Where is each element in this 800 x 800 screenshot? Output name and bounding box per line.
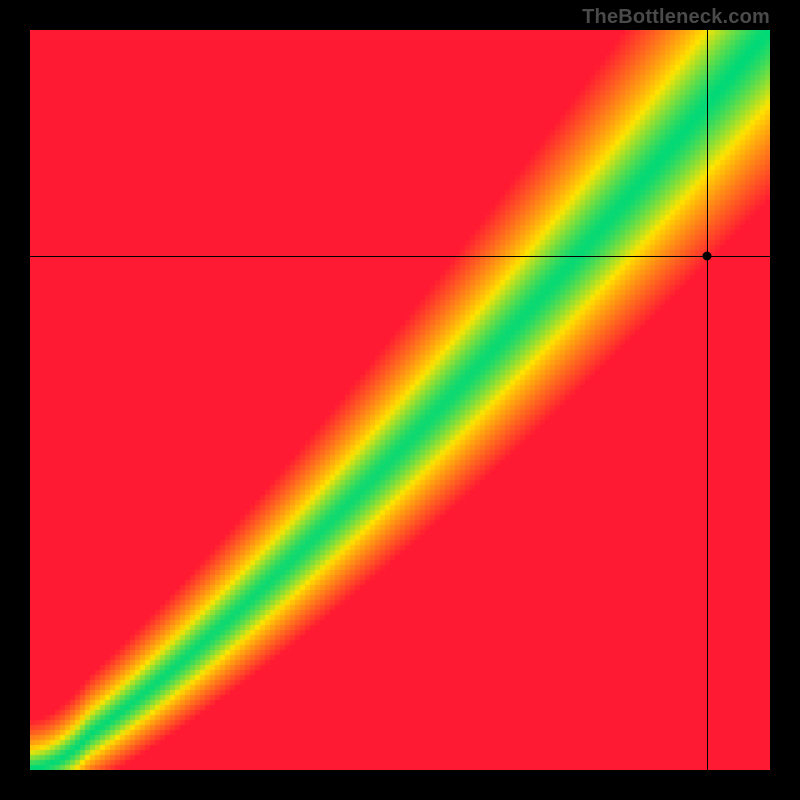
watermark-text: TheBottleneck.com — [582, 6, 770, 29]
crosshair-vertical — [707, 30, 708, 770]
plot-area — [30, 30, 770, 770]
crosshair-horizontal — [30, 256, 770, 257]
chart-container: TheBottleneck.com — [0, 0, 800, 800]
crosshair-marker — [703, 251, 712, 260]
heatmap-canvas — [30, 30, 770, 770]
